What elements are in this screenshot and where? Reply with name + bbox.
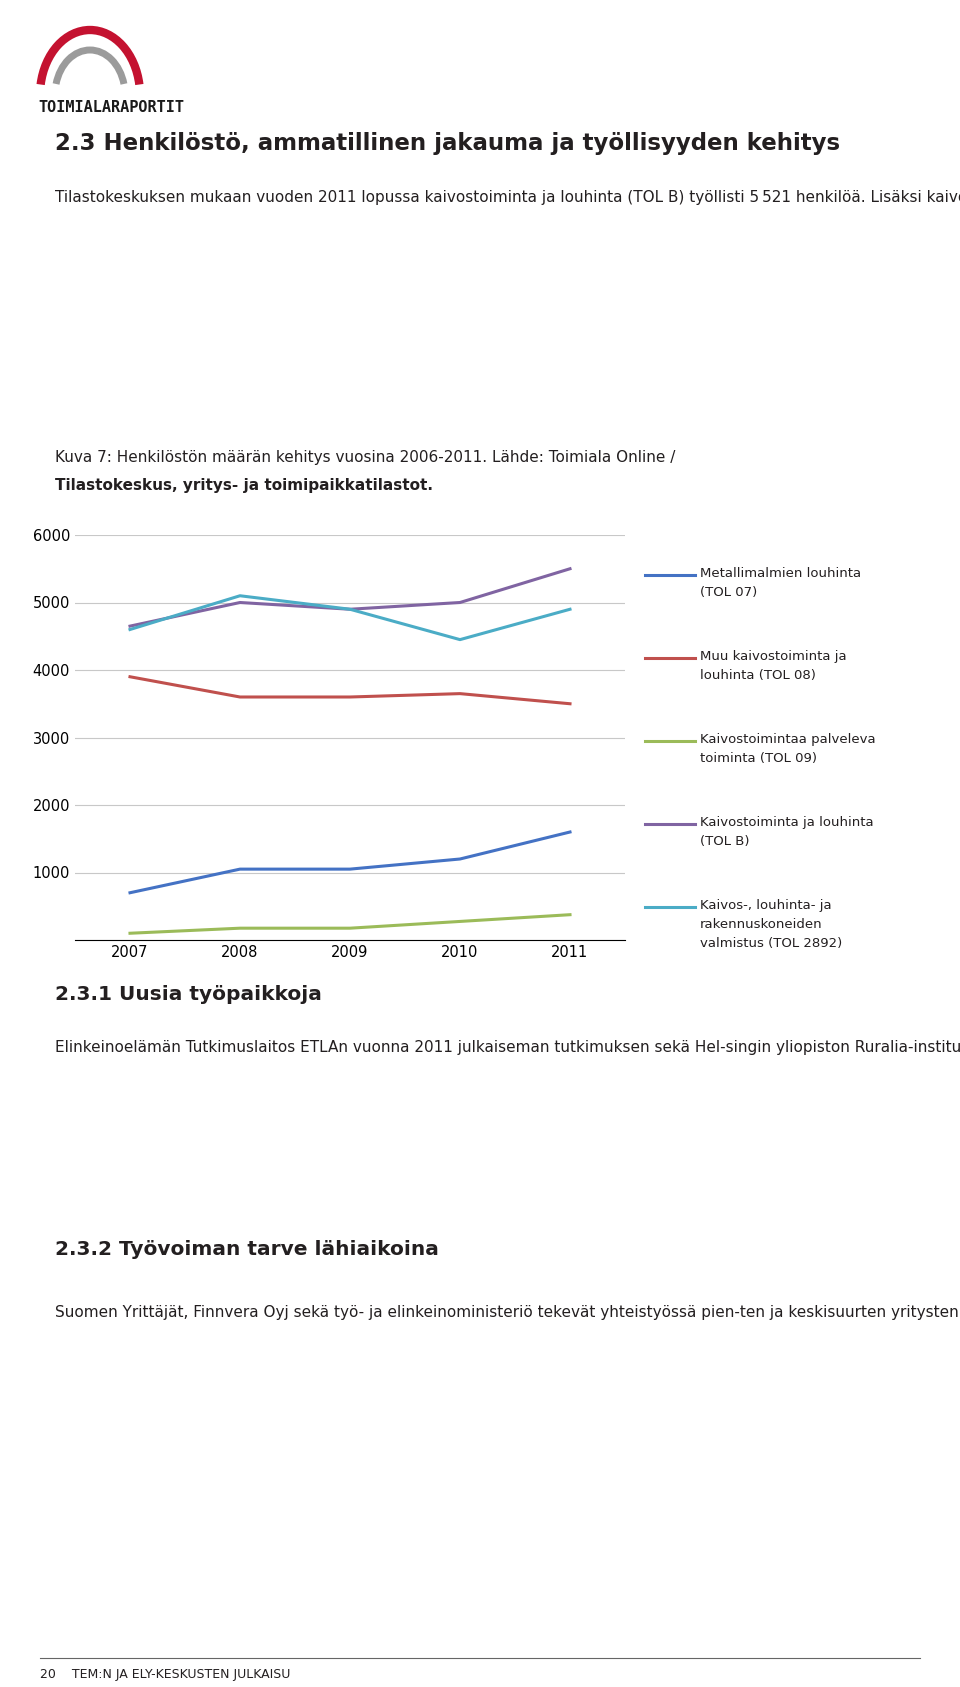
Text: 2.3.2 Työvoiman tarve lähiaikoina: 2.3.2 Työvoiman tarve lähiaikoina xyxy=(55,1240,439,1259)
Text: Kuva 7: Henkilöstön määrän kehitys vuosina 2006-2011. Lähde: Toimiala Online /: Kuva 7: Henkilöstön määrän kehitys vuosi… xyxy=(55,450,676,466)
Text: TOIMIALARAPORTIT: TOIMIALARAPORTIT xyxy=(38,100,184,115)
Text: toiminta (TOL 09): toiminta (TOL 09) xyxy=(700,752,817,764)
Text: Kaivostoimintaa palveleva: Kaivostoimintaa palveleva xyxy=(700,732,876,746)
Text: Kaivostoiminta ja louhinta: Kaivostoiminta ja louhinta xyxy=(700,817,874,828)
Text: valmistus (TOL 2892): valmistus (TOL 2892) xyxy=(700,936,842,950)
Text: Suomen Yrittäjät, Finnvera Oyj sekä työ- ja elinkeinoministeriö tekevät yhteisty: Suomen Yrittäjät, Finnvera Oyj sekä työ-… xyxy=(55,1306,960,1319)
Text: (TOL 07): (TOL 07) xyxy=(700,585,757,599)
Text: 20    TEM:N JA ELY-KESKUSTEN JULKAISU: 20 TEM:N JA ELY-KESKUSTEN JULKAISU xyxy=(40,1668,290,1680)
Text: rakennuskoneiden: rakennuskoneiden xyxy=(700,918,823,931)
Text: Elinkeinoelämän Tutkimuslaitos ETLAn vuonna 2011 julkaiseman tutkimuksen sekä He: Elinkeinoelämän Tutkimuslaitos ETLAn vuo… xyxy=(55,1039,960,1054)
Text: Kaivos-, louhinta- ja: Kaivos-, louhinta- ja xyxy=(700,899,831,913)
Text: Metallimalmien louhinta: Metallimalmien louhinta xyxy=(700,567,861,580)
Text: 2.3.1 Uusia työpaikkoja: 2.3.1 Uusia työpaikkoja xyxy=(55,985,322,1004)
Text: 2.3 Henkilöstö, ammatillinen jakauma ja työllisyyden kehitys: 2.3 Henkilöstö, ammatillinen jakauma ja … xyxy=(55,132,840,155)
Text: louhinta (TOL 08): louhinta (TOL 08) xyxy=(700,670,816,682)
Text: Tilastokeskus, yritys- ja toimipaikkatilastot.: Tilastokeskus, yritys- ja toimipaikkatil… xyxy=(55,477,433,493)
Text: (TOL B): (TOL B) xyxy=(700,835,750,849)
Text: Muu kaivostoiminta ja: Muu kaivostoiminta ja xyxy=(700,649,847,663)
Text: Tilastokeskuksen mukaan vuoden 2011 lopussa kaivostoiminta ja louhinta (TOL B) t: Tilastokeskuksen mukaan vuoden 2011 lopu… xyxy=(55,191,960,206)
